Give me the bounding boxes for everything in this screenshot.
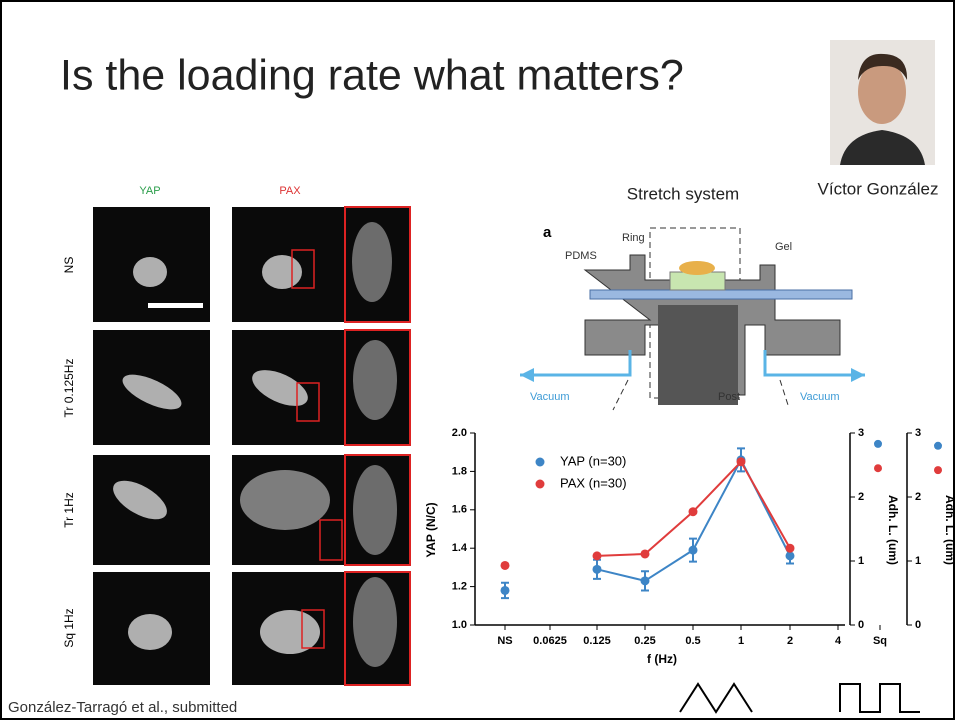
data-point [934, 466, 942, 474]
y2-tick-label: 2 [858, 491, 864, 503]
x-tick-label: 0.0625 [533, 635, 567, 647]
data-point [874, 464, 882, 472]
data-point [689, 546, 698, 555]
data-point [934, 442, 942, 450]
row-label: NS [62, 257, 76, 274]
y-tick-label: 1.2 [452, 581, 467, 593]
y-tick-label: 1.6 [452, 504, 467, 516]
row-label: Tr 1Hz [62, 492, 76, 528]
x-tick-label: 0.5 [685, 635, 700, 647]
panel-label: a [543, 224, 552, 241]
x-tick-label: 0.125 [583, 635, 611, 647]
y2-tick-label: 0 [858, 619, 864, 631]
y-tick-label: 1.0 [452, 619, 467, 631]
y-tick-label: 1.8 [452, 465, 467, 477]
data-point [593, 551, 602, 560]
x-tick-label: 0.25 [634, 635, 655, 647]
diagram-label: Ring [622, 232, 645, 244]
x-axis-label: f (Hz) [647, 652, 677, 666]
citation: González-Tarragó et al., submitted [8, 699, 237, 716]
y-axis-label: YAP (N/C) [424, 502, 438, 557]
person-name: Víctor González [818, 179, 939, 198]
data-point [874, 440, 882, 448]
row-label: Sq 1Hz [62, 608, 76, 647]
x-tick-label: NS [497, 635, 512, 647]
diagram-label: Vacuum [800, 391, 840, 403]
data-point [737, 457, 746, 466]
y2-axis-label: Adh. L. (um) [943, 495, 955, 565]
y2-tick-label: 1 [858, 555, 864, 567]
y2-tick-label: 2 [915, 491, 921, 503]
data-point [501, 586, 510, 595]
y2-tick-label: 1 [915, 555, 921, 567]
legend-label: YAP (n=30) [560, 453, 626, 468]
data-point [641, 549, 650, 558]
data-point [501, 561, 510, 570]
legend-marker [536, 458, 545, 467]
portrait [830, 40, 935, 165]
x-tick-label: 2 [787, 635, 793, 647]
y2-tick-label: 3 [915, 427, 921, 439]
data-point [689, 507, 698, 516]
x-tick-label: 4 [835, 635, 842, 647]
data-point [786, 551, 795, 560]
diagram-label: PDMS [565, 250, 597, 262]
legend-label: PAX (n=30) [560, 475, 627, 490]
slide: Is the loading rate what matters? Víctor… [0, 0, 955, 720]
diagram-label: Post [718, 391, 740, 403]
y-tick-label: 1.4 [452, 542, 468, 554]
x-tick-label: 1 [738, 635, 744, 647]
column-label: PAX [279, 185, 301, 197]
data-point [593, 565, 602, 574]
diagram-label: Gel [775, 241, 792, 253]
row-label: Tr 0.125Hz [62, 359, 76, 418]
diagram-label: Vacuum [530, 391, 570, 403]
y-tick-label: 2.0 [452, 427, 467, 439]
y2-axis-label: Adh. L. (um) [886, 495, 900, 565]
system-label: Stretch system [627, 184, 739, 203]
slide-title: Is the loading rate what matters? [60, 51, 684, 99]
x-tick-label: Sq [873, 635, 887, 647]
data-point [641, 576, 650, 585]
column-label: YAP [139, 185, 160, 197]
data-point [786, 544, 795, 553]
y2-tick-label: 3 [858, 427, 864, 439]
y2-tick-label: 0 [915, 619, 921, 631]
legend-marker [536, 480, 545, 489]
